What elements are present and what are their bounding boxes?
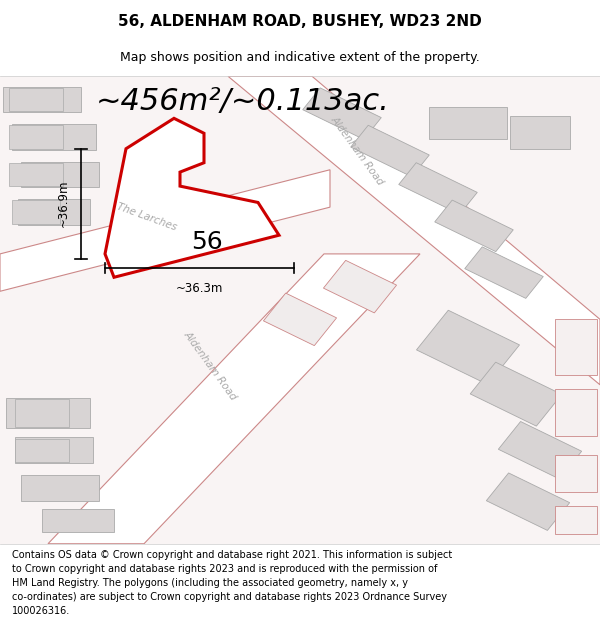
Text: ~36.3m: ~36.3m — [176, 282, 223, 295]
Polygon shape — [9, 88, 63, 111]
Polygon shape — [487, 473, 569, 531]
Polygon shape — [9, 126, 63, 149]
Polygon shape — [105, 118, 279, 278]
Polygon shape — [12, 124, 96, 150]
Polygon shape — [435, 200, 513, 252]
Polygon shape — [555, 506, 597, 534]
Polygon shape — [465, 247, 543, 298]
Text: Aldenham Road: Aldenham Road — [182, 330, 238, 402]
Text: Aldenham Road: Aldenham Road — [329, 115, 385, 188]
Polygon shape — [21, 475, 99, 501]
Polygon shape — [15, 439, 69, 462]
Polygon shape — [42, 509, 114, 532]
Polygon shape — [9, 162, 63, 186]
Text: ~36.9m: ~36.9m — [57, 180, 70, 228]
Polygon shape — [323, 261, 397, 313]
Text: ~456m²/~0.113ac.: ~456m²/~0.113ac. — [96, 88, 390, 116]
Text: 56: 56 — [191, 230, 223, 254]
Polygon shape — [470, 362, 562, 426]
Polygon shape — [15, 399, 69, 427]
Polygon shape — [499, 421, 581, 479]
Polygon shape — [12, 200, 60, 224]
Polygon shape — [6, 398, 90, 428]
Text: The Larches: The Larches — [116, 201, 178, 232]
Text: Map shows position and indicative extent of the property.: Map shows position and indicative extent… — [120, 51, 480, 64]
Polygon shape — [48, 254, 420, 544]
Text: Contains OS data © Crown copyright and database right 2021. This information is : Contains OS data © Crown copyright and d… — [12, 550, 452, 616]
Polygon shape — [555, 389, 597, 436]
Polygon shape — [510, 116, 570, 149]
Text: 56, ALDENHAM ROAD, BUSHEY, WD23 2ND: 56, ALDENHAM ROAD, BUSHEY, WD23 2ND — [118, 14, 482, 29]
Polygon shape — [0, 170, 330, 291]
Polygon shape — [21, 162, 99, 188]
Polygon shape — [3, 87, 81, 112]
Polygon shape — [416, 310, 520, 384]
Polygon shape — [15, 438, 93, 463]
Polygon shape — [555, 455, 597, 493]
Polygon shape — [429, 107, 507, 139]
Polygon shape — [18, 199, 90, 224]
Polygon shape — [399, 162, 477, 214]
Polygon shape — [228, 76, 600, 385]
Polygon shape — [555, 319, 597, 376]
Polygon shape — [303, 88, 381, 139]
Polygon shape — [263, 293, 337, 346]
Polygon shape — [351, 125, 429, 177]
